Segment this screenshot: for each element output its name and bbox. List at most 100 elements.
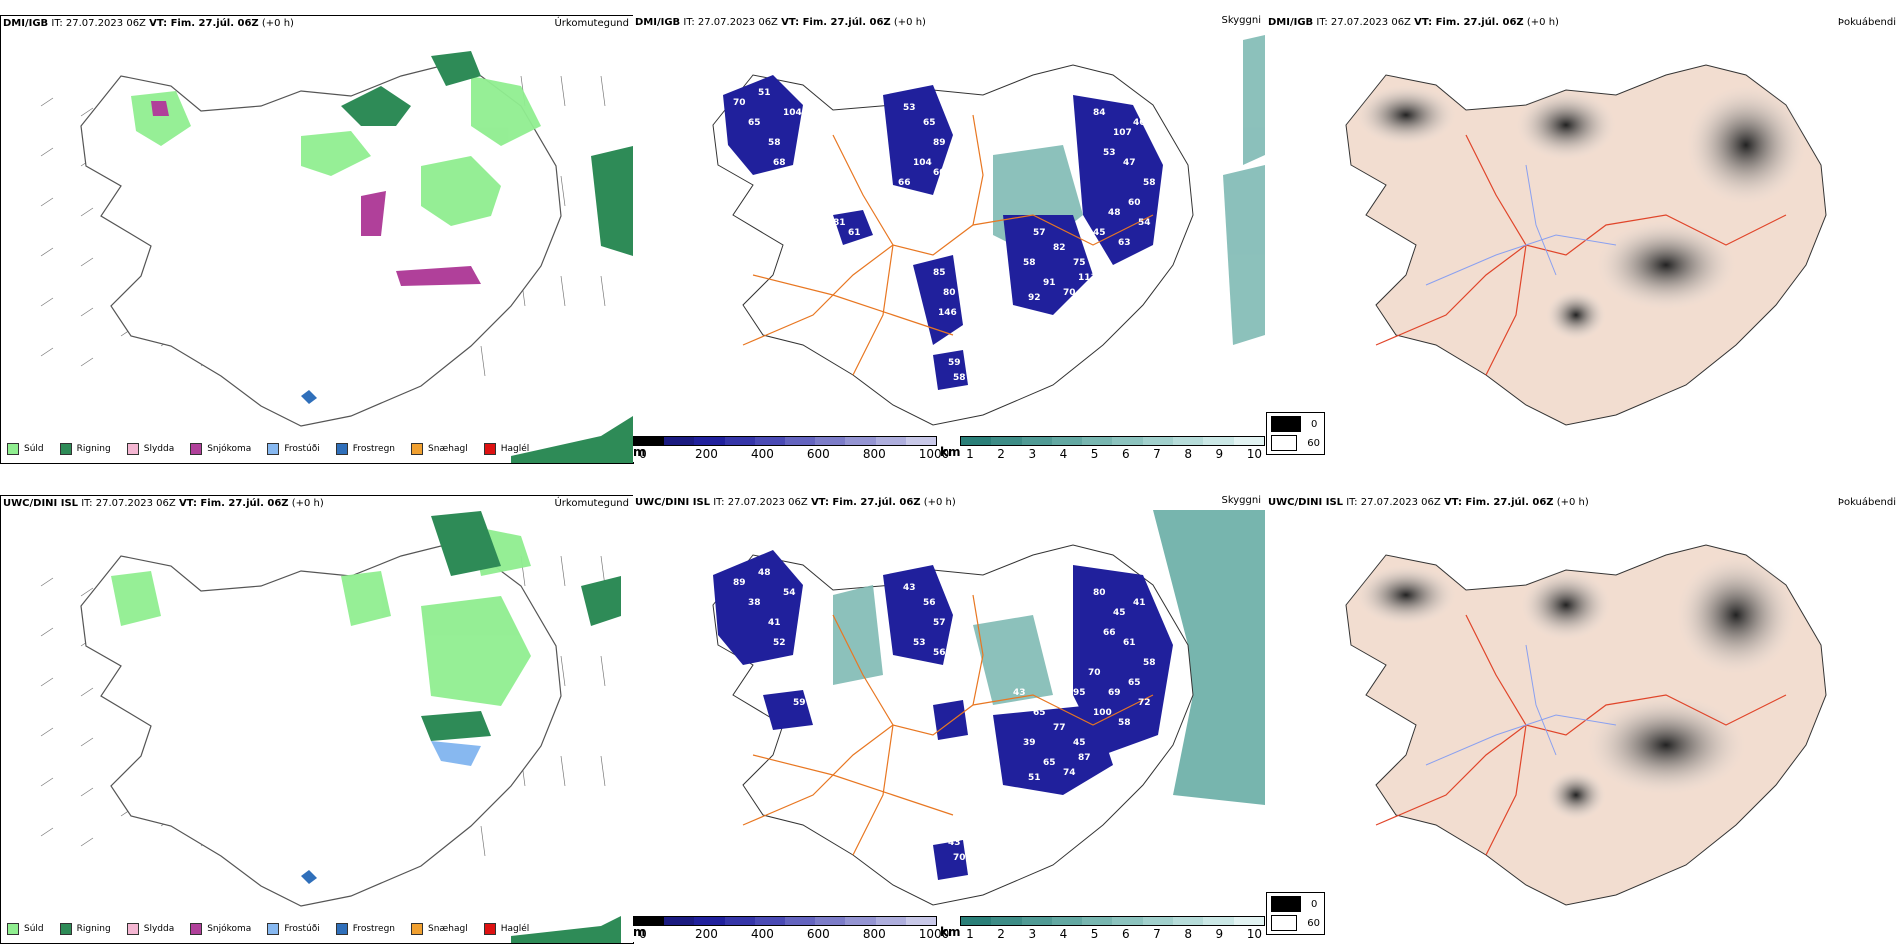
colorbar-segment [815, 917, 846, 925]
legend-item: Haglél [483, 923, 529, 935]
colorbar-tick-label: 4 [1059, 927, 1068, 941]
colorbar-tick-label: 7 [1153, 447, 1161, 461]
colorbar-tick-label: 6 [1121, 447, 1130, 461]
colorbar-tick-label: 400 [750, 927, 774, 941]
colorbar-tick-label: 800 [862, 447, 886, 461]
legend-item: Rigning [59, 443, 111, 455]
cloud-base-label: 92 [1028, 293, 1041, 303]
colorbar-segment [634, 917, 665, 925]
cloud-base-label: 43 [1013, 688, 1026, 698]
fog-legend-top: 0 60 [1266, 412, 1325, 455]
visibility-colorbar-top: 1 2 3 4 5 6 7 8 9 10 [960, 436, 1265, 461]
colorbar-segment [754, 917, 786, 925]
colorbar-segment [1021, 437, 1052, 445]
cloud-base-label: 68 [773, 158, 786, 168]
colorbar-tick-label: 10 [1246, 927, 1262, 941]
visibility-unit-top: km [940, 445, 961, 459]
header-bottom-fog: UWC/DINI ISL IT: 27.07.2023 06Z VT: Fim.… [1268, 497, 1589, 508]
colorbar-tick-label: 9 [1215, 447, 1224, 461]
colorbar-tick-label: 3 [1028, 927, 1037, 941]
colorbar-segment [694, 437, 725, 445]
colorbar-segment [1173, 917, 1204, 925]
cloud-base-label: 87 [1078, 753, 1091, 763]
cloud-base-label: 60 [933, 168, 946, 178]
legend-item: Frostúði [267, 923, 320, 935]
cloud-base-label: 45 [1113, 608, 1126, 618]
cloud-map-top: 7051655810468536589104606684107465347586… [712, 35, 1265, 426]
colorbar-tick-label: 8 [1184, 927, 1192, 941]
cloud-base-label: 57 [1033, 228, 1046, 238]
panel-title-precip: Úrkomutegund [554, 18, 629, 29]
cloud-base-label: 89 [933, 138, 946, 148]
precip-legend-bottom: Súld Rigning Slydda Snjókoma Frostúði Fr… [7, 923, 529, 935]
header-top-fog: DMI/IGB IT: 27.07.2023 06Z VT: Fim. 27.j… [1268, 17, 1559, 28]
cloud-base-label: 104 [913, 158, 932, 168]
legend-item: Snjókoma [190, 443, 251, 455]
cloud-base-label: 58 [1118, 718, 1131, 728]
cloud-base-label: 91 [1043, 278, 1056, 288]
cloudbase-colorbar-bottom: 0 200 400 600 800 1000 [633, 916, 949, 941]
precip-panel-bottom: UWC/DINI ISL IT: 27.07.2023 06Z VT: Fim.… [0, 495, 634, 944]
legend-item: Haglél [483, 443, 529, 455]
cloud-base-label: 112 [803, 668, 822, 678]
cloud-base-label: 48 [1108, 208, 1121, 218]
cloud-base-label: 69 [848, 708, 861, 718]
colorbar-segment [991, 917, 1022, 925]
cloud-base-label: 66 [898, 178, 911, 188]
cloud-base-label: 70 [733, 98, 746, 108]
header-bottom-cloud: UWC/DINI ISL IT: 27.07.2023 06Z VT: Fim.… [635, 497, 956, 508]
cloud-base-label: 54 [1138, 218, 1151, 228]
cloud-base-label: 81 [833, 218, 846, 228]
fog-map-top [1345, 64, 1827, 426]
cloud-base-label: 80 [1093, 588, 1106, 598]
cloud-base-label: 52 [773, 638, 786, 648]
colorbar-segment [1082, 917, 1113, 925]
panel-title-precip: Úrkomutegund [554, 498, 629, 509]
panel-title-fog: Þokuábendi [1837, 17, 1896, 28]
cloud-base-label: 65 [1128, 678, 1141, 688]
legend-item: Súld [7, 923, 44, 935]
cloud-base-label: 68 [783, 678, 796, 688]
legend-item: Frostúði [267, 443, 320, 455]
colorbar-tick-label: 1000 [918, 927, 950, 941]
legend-item: Snæhagl [411, 923, 468, 935]
cloudbase-unit-bottom: m [633, 925, 646, 939]
colorbar-segment [845, 917, 876, 925]
header-top-cloud: DMI/IGB IT: 27.07.2023 06Z VT: Fim. 27.j… [635, 17, 926, 28]
cloud-base-label: 65 [748, 118, 761, 128]
cloud-base-label: 65 [923, 118, 936, 128]
colorbar-segment [961, 437, 992, 445]
legend-item: Slydda [126, 923, 174, 935]
colorbar-tick-label: 9 [1215, 927, 1224, 941]
cloud-base-label: 59 [948, 358, 961, 368]
colorbar-segment [1142, 917, 1174, 925]
cloud-base-label: 70 [1063, 288, 1076, 298]
legend-item: Slydda [126, 443, 174, 455]
cloud-base-label: 75 [1073, 258, 1086, 268]
cloud-base-label: 81 [833, 698, 846, 708]
colorbar-segment [845, 437, 876, 445]
colorbar-segment [664, 917, 695, 925]
colorbar-segment [815, 437, 846, 445]
colorbar-tick-label: 600 [806, 927, 830, 941]
cloud-base-label: 104 [783, 108, 802, 118]
cloud-base-label: 67 [1053, 688, 1066, 698]
cloud-base-label: 60 [1128, 198, 1141, 208]
cloud-base-label: 53 [903, 103, 916, 113]
colorbar-tick-label: 2 [997, 447, 1005, 461]
colorbar-tick-label: 1 [966, 447, 974, 461]
colorbar-tick-label: 5 [1090, 447, 1099, 461]
cloud-base-label: 61 [848, 228, 861, 238]
colorbar-segment [1051, 917, 1083, 925]
legend-item: Frostregn [335, 443, 395, 455]
cloud-base-label: 51 [1028, 773, 1041, 783]
cloud-base-label: 51 [758, 88, 771, 98]
colorbar-segment [905, 437, 937, 445]
cloud-base-label: 57 [933, 618, 946, 628]
colorbar-tick-label: 400 [750, 447, 774, 461]
fog-map-bottom [1345, 544, 1827, 906]
precip-panel-top: DMI/IGB IT: 27.07.2023 06Z VT: Fim. 27.j… [0, 15, 634, 464]
colorbar-segment [724, 437, 755, 445]
cloud-base-label: 58 [953, 373, 966, 383]
visibility-colorbar-bottom: 1 2 3 4 5 6 7 8 9 10 [960, 916, 1265, 941]
